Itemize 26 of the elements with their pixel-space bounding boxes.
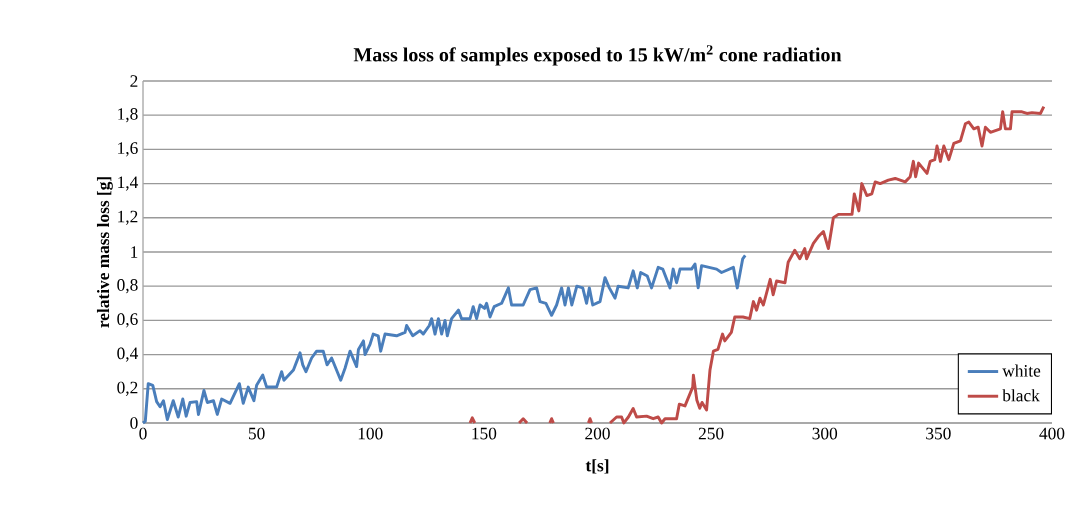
legend-label: white bbox=[1002, 364, 1041, 377]
x-tick-label: 300 bbox=[812, 427, 838, 440]
x-axis-title: t[s] bbox=[585, 459, 609, 474]
x-tick-label: 250 bbox=[698, 427, 724, 440]
y-tick-label: 1,2 bbox=[118, 210, 138, 225]
chart-title: Mass loss of samples exposed to 15 kW/m$^{2}$ cone radiation bbox=[353, 45, 842, 66]
x-tick-label: 150 bbox=[472, 427, 497, 440]
y-tick-label: 1,8 bbox=[118, 108, 138, 123]
x-tick-label: 400 bbox=[1039, 427, 1065, 440]
y-axis-title: relative mass loss [g] bbox=[96, 177, 113, 328]
legend-label: black bbox=[1002, 389, 1040, 402]
x-tick-label: 350 bbox=[926, 427, 951, 440]
x-tick-label: 200 bbox=[585, 427, 610, 440]
x-tick-label: 0 bbox=[139, 427, 147, 440]
y-tick-label: 1,4 bbox=[118, 176, 139, 191]
y-tick-label: 0,8 bbox=[117, 279, 138, 294]
x-tick-label: 100 bbox=[358, 427, 383, 440]
y-tick-label: 0 bbox=[130, 417, 138, 429]
y-tick-label: 1,6 bbox=[118, 142, 138, 157]
y-tick-label: 0,4 bbox=[117, 347, 139, 362]
y-tick-label: 0,2 bbox=[117, 381, 138, 396]
line-series bbox=[141, 253, 747, 425]
y-tick-label: 2 bbox=[130, 75, 138, 87]
y-tick-label: 0,6 bbox=[117, 313, 138, 328]
x-tick-label: 50 bbox=[248, 427, 265, 440]
y-tick-label: 1 bbox=[131, 246, 138, 258]
